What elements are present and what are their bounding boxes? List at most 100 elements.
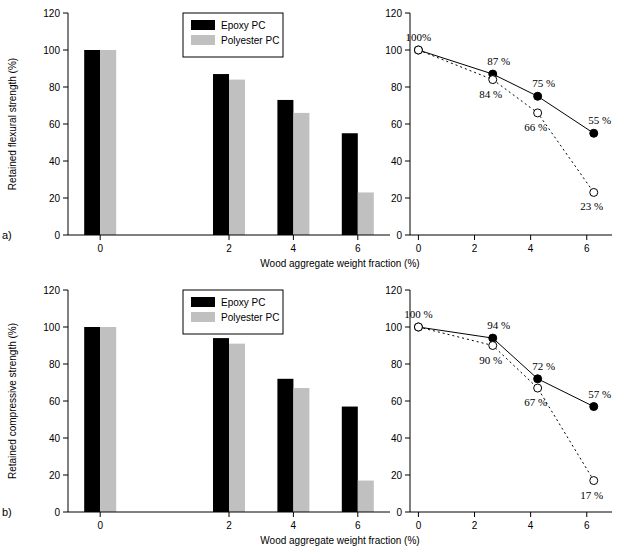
bar	[293, 388, 309, 512]
bar	[84, 327, 100, 512]
legend-label: Epoxy PC	[221, 20, 265, 31]
bar	[358, 192, 374, 235]
y-tick	[63, 290, 68, 291]
y-tick-label: 100	[43, 322, 60, 333]
legend-label: Polyester PC	[221, 312, 279, 323]
x-tick	[474, 512, 475, 517]
bars	[84, 50, 374, 235]
data-label: 67 %	[524, 396, 547, 408]
data-label: 57 %	[588, 388, 611, 400]
y-tick	[405, 198, 410, 199]
lines	[414, 323, 597, 485]
x-tick-label: 2	[226, 520, 232, 531]
y-tick-label: 40	[49, 156, 61, 167]
x-tick	[418, 235, 419, 240]
x-axis-label: Wood aggregate weight fraction (%)	[260, 258, 419, 269]
x-tick	[100, 235, 101, 240]
y-tick-label: 60	[391, 119, 403, 130]
bar	[100, 327, 116, 512]
data-labels: 100 %94 %72 %57 %90 %67 %17 %	[404, 308, 611, 501]
y-tick-label: 120	[43, 285, 60, 296]
x-tick	[530, 235, 531, 240]
y-tick-label: 120	[43, 8, 60, 19]
y-tick	[405, 512, 410, 513]
y-tick	[405, 364, 410, 365]
x-tick-label: 6	[584, 520, 590, 531]
x-tick	[293, 512, 294, 517]
y-tick	[405, 87, 410, 88]
point	[534, 384, 542, 392]
x-tick-label: 2	[226, 243, 232, 254]
y-tick	[63, 327, 68, 328]
x-tick-label: 4	[291, 243, 297, 254]
x-tick	[530, 512, 531, 517]
y-tick	[405, 438, 410, 439]
point	[489, 334, 497, 342]
data-label: 94 %	[487, 319, 510, 331]
y-tick	[63, 364, 68, 365]
y-tick-label: 100	[385, 322, 402, 333]
bar	[342, 407, 358, 512]
x-tick	[293, 235, 294, 240]
y-tick-label: 100	[43, 45, 60, 56]
y-axis-label: Retained flexural strength (%)	[7, 58, 18, 190]
x-tick	[586, 235, 587, 240]
x-tick-label: 2	[472, 520, 478, 531]
y-tick	[405, 327, 410, 328]
y-tick	[63, 512, 68, 513]
x-tick-label: 6	[355, 520, 361, 531]
y-tick-label: 20	[391, 470, 403, 481]
point	[590, 129, 598, 137]
point	[414, 46, 422, 54]
x-tick	[229, 235, 230, 240]
y-tick	[405, 290, 410, 291]
series-line	[418, 50, 593, 133]
legend-swatch	[191, 297, 215, 307]
x-tick	[418, 512, 419, 517]
bar	[229, 344, 245, 512]
figure: 0204060801001200246Retained flexural str…	[0, 0, 623, 555]
x-tick-label: 4	[291, 520, 297, 531]
data-label: 87 %	[487, 55, 510, 67]
bar	[358, 481, 374, 512]
x-tick	[229, 512, 230, 517]
series-line	[418, 50, 593, 192]
panel-label: b)	[2, 506, 12, 518]
x-tick	[474, 235, 475, 240]
x-axis-line	[410, 512, 612, 513]
bar-chart: 0204060801001200246Retained compressive …	[2, 285, 420, 546]
y-tick	[405, 50, 410, 51]
legend-swatch	[191, 312, 215, 322]
x-tick-label: 6	[584, 243, 590, 254]
y-tick	[63, 401, 68, 402]
data-label: 100 %	[404, 308, 432, 320]
y-tick-label: 0	[54, 507, 60, 518]
x-tick-label: 0	[416, 243, 422, 254]
point	[590, 403, 598, 411]
data-label: 75 %	[532, 77, 555, 89]
series-line	[418, 327, 593, 407]
y-tick	[63, 161, 68, 162]
x-tick-label: 0	[416, 520, 422, 531]
point	[414, 323, 422, 331]
y-tick	[63, 13, 68, 14]
bar	[100, 50, 116, 235]
x-tick-label: 6	[355, 243, 361, 254]
y-tick	[405, 13, 410, 14]
y-tick-label: 100	[385, 45, 402, 56]
y-tick-label: 20	[49, 193, 61, 204]
bars	[84, 327, 374, 512]
bar	[342, 133, 358, 235]
legend-label: Epoxy PC	[221, 297, 265, 308]
bar	[277, 379, 293, 512]
legend-box	[183, 13, 283, 57]
x-axis-line	[410, 235, 612, 236]
legend-swatch	[191, 35, 215, 45]
bar-chart: 0204060801001200246Retained flexural str…	[2, 8, 420, 269]
y-tick	[405, 124, 410, 125]
point	[534, 92, 542, 100]
y-tick-label: 60	[49, 119, 61, 130]
x-tick-label: 4	[528, 243, 534, 254]
y-tick-label: 60	[49, 396, 61, 407]
y-tick	[405, 161, 410, 162]
